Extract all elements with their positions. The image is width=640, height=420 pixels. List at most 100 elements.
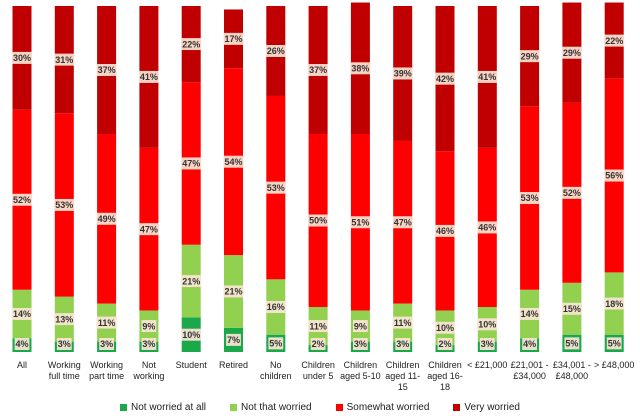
data-label: 13% <box>55 314 73 324</box>
data-label: 47% <box>140 224 158 234</box>
data-label-box <box>181 328 202 341</box>
data-label-box <box>96 64 117 77</box>
legend-item: Not worried at all <box>119 402 206 413</box>
data-label: 47% <box>182 159 200 169</box>
legend-swatch <box>230 404 238 411</box>
data-label: 46% <box>478 223 496 233</box>
data-label-box <box>308 320 329 333</box>
data-label-box <box>477 221 498 234</box>
data-label-box <box>54 198 75 211</box>
data-label: 10% <box>478 320 496 330</box>
data-label: 53% <box>55 200 73 210</box>
category-label: Children aged 11-15 <box>385 360 420 392</box>
data-label-box <box>350 216 371 229</box>
category-label: All <box>17 360 27 370</box>
data-label-box <box>561 302 582 315</box>
data-label-box <box>519 192 540 205</box>
legend-swatch <box>119 404 127 411</box>
data-label-box <box>268 337 284 350</box>
data-label: 37% <box>98 65 116 75</box>
data-label: 54% <box>224 157 242 167</box>
data-label: 30% <box>13 53 31 63</box>
data-label: 29% <box>563 48 581 58</box>
data-label-box <box>519 50 540 63</box>
category-label: Not working <box>132 360 164 381</box>
data-label: 29% <box>521 51 539 61</box>
data-label: 31% <box>55 55 73 65</box>
data-label: 3% <box>481 339 494 349</box>
data-label: 2% <box>438 339 451 349</box>
data-label: 7% <box>227 335 240 345</box>
category-label: Children aged 16-18 <box>427 360 463 392</box>
data-label-box <box>561 46 582 59</box>
data-label-box <box>604 297 625 310</box>
data-label-box <box>395 338 411 350</box>
data-label-box <box>392 67 413 80</box>
data-label-box <box>606 337 622 350</box>
data-label-box <box>56 338 72 350</box>
data-label: 41% <box>140 72 158 82</box>
data-label: 14% <box>521 309 539 319</box>
data-label: 15% <box>563 304 581 314</box>
category-label: Retired <box>219 360 248 370</box>
data-label: 51% <box>351 217 369 227</box>
data-label-box <box>604 169 625 182</box>
data-label-box <box>437 338 453 350</box>
data-label-box <box>434 224 456 237</box>
category-label: < £21,000 <box>467 360 507 370</box>
data-label: 22% <box>605 36 623 46</box>
data-label-box <box>54 313 75 326</box>
stacked-bar-chart: 4% 14% 52% 30% 3% 13% 53% 31% 3% 11% 49% 37% 3% 9% 47%… <box>11 2 634 392</box>
data-label-box <box>265 44 286 57</box>
data-label: 52% <box>13 195 31 205</box>
data-label-box <box>223 155 244 168</box>
category-label: £21,001 -£34,000 <box>511 360 549 381</box>
data-label: 53% <box>267 183 285 193</box>
data-label: 21% <box>224 287 242 297</box>
category-label: Student <box>176 360 208 370</box>
data-labels-group: 4% 14% 52% 30% 3% 13% 53% 31% 3% 11% 49% 37% 3% 9% 47%… <box>11 32 625 350</box>
data-label: 49% <box>98 214 116 224</box>
data-label: 4% <box>523 339 536 349</box>
data-label-box <box>141 338 157 350</box>
data-label: 11% <box>394 318 412 328</box>
data-label-box <box>604 34 625 47</box>
data-label-box <box>226 333 241 346</box>
legend: Not worried at all Not that worried Somewh… <box>0 402 640 413</box>
data-label-box <box>353 320 368 333</box>
data-label: 42% <box>436 74 454 84</box>
data-label: 52% <box>563 188 581 198</box>
data-label: 3% <box>396 339 409 349</box>
data-label: 46% <box>436 226 454 236</box>
data-label: 3% <box>58 339 71 349</box>
legend-item: Somewhat worried <box>335 402 429 413</box>
data-label-box <box>223 285 244 298</box>
data-label: 9% <box>354 321 367 331</box>
data-label: 17% <box>224 34 242 44</box>
data-label-box <box>181 38 202 51</box>
legend-item: Very worried <box>453 402 520 413</box>
category-label: Working full time <box>48 360 81 381</box>
data-label: 38% <box>351 63 369 73</box>
category-label: No children <box>260 360 292 381</box>
data-label: 3% <box>100 339 113 349</box>
data-label-box <box>138 70 159 83</box>
data-label: 22% <box>182 39 200 49</box>
data-label-box <box>96 316 117 329</box>
data-label-box <box>477 318 498 331</box>
data-label: 10% <box>436 323 454 333</box>
data-label-box <box>14 338 30 350</box>
data-label-box <box>308 64 329 77</box>
data-label: 50% <box>309 216 327 226</box>
data-label-box <box>392 316 413 329</box>
data-label: 5% <box>565 339 578 349</box>
data-label-box <box>310 338 326 350</box>
data-label-box <box>265 181 286 194</box>
legend-swatch <box>453 404 461 411</box>
data-label-box <box>181 275 202 288</box>
data-label: 41% <box>478 72 496 82</box>
category-label: £34,001 -£48,000 <box>553 360 591 381</box>
legend-label: Not that worried <box>241 402 312 413</box>
category-label: > £48,000 <box>594 360 634 370</box>
category-label: Children under 5 <box>301 360 335 381</box>
